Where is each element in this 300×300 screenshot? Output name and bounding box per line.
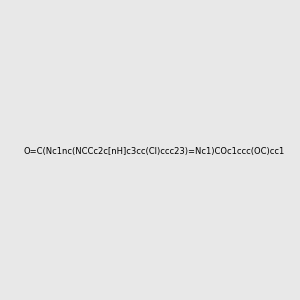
Text: O=C(Nc1nc(NCCc2c[nH]c3cc(Cl)ccc23)=Nc1)COc1ccc(OC)cc1: O=C(Nc1nc(NCCc2c[nH]c3cc(Cl)ccc23)=Nc1)C… xyxy=(23,147,284,156)
